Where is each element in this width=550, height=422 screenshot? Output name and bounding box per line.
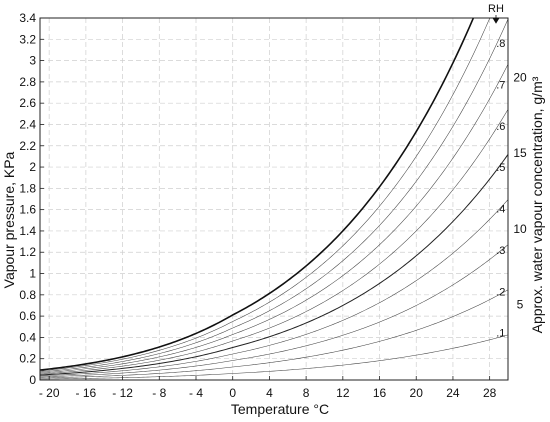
grid xyxy=(40,17,508,381)
y-tick-label: 0 xyxy=(29,373,36,387)
rh-curve-label: .1 xyxy=(496,328,505,340)
y2-tick-label: 15 xyxy=(513,146,527,160)
rh-curve-label: .5 xyxy=(496,162,505,174)
y-tick-label: 1.2 xyxy=(19,245,36,259)
y-tick-label: 2.2 xyxy=(19,139,36,153)
plot-frame xyxy=(39,17,509,381)
x-tick-label: 28 xyxy=(483,386,497,400)
rh-curve-label: .6 xyxy=(496,121,505,133)
y-tick-label: 3 xyxy=(29,54,36,68)
rh-curve-10 xyxy=(40,334,508,380)
rh-arrow-icon xyxy=(492,15,500,24)
y2-tick-label: 20 xyxy=(513,71,527,85)
x-tick-label: 12 xyxy=(336,386,350,400)
x-tick-label: - 12 xyxy=(112,386,133,400)
y-tick-label: 0.8 xyxy=(19,288,36,302)
y-tick-label: 3.4 xyxy=(19,11,36,25)
rh-curves xyxy=(40,18,508,380)
rh-curve-60 xyxy=(40,109,508,375)
y-tick-label: 2.4 xyxy=(19,117,36,131)
y-axis-tick-labels: 0 0.2 0.4 0.6 0.8 1 1.2 1.4 1.6 1.8 2 2.2 2.4 2.6 2.8 3… xyxy=(19,11,36,387)
x-tick-label: 4 xyxy=(266,386,273,400)
y2-axis-title: Approx. water vapour concentration, g/m³ xyxy=(529,76,545,333)
rh-curve-100 xyxy=(40,18,475,371)
y-tick-label: 1.4 xyxy=(19,224,36,238)
y-tick-label: 0.2 xyxy=(19,352,36,366)
rh-curve-40 xyxy=(40,199,508,377)
x-tick-label: 0 xyxy=(229,386,236,400)
y-tick-label: 2.8 xyxy=(19,75,36,89)
x-tick-label: - 4 xyxy=(189,386,203,400)
x-tick-label: 8 xyxy=(303,386,310,400)
x-tick-label: 24 xyxy=(446,386,460,400)
y-tick-label: 0.4 xyxy=(19,330,36,344)
x-tick-label: - 16 xyxy=(76,386,97,400)
rh-curve-label: .8 xyxy=(496,38,505,50)
rh-curve-label: .2 xyxy=(496,286,505,298)
rh-curve-70 xyxy=(40,64,508,374)
y-axis-title: Vapour pressure, KPa xyxy=(1,151,17,288)
rh-curve-50 xyxy=(40,154,508,376)
x-tick-label: 20 xyxy=(410,386,424,400)
rh-curve-30 xyxy=(40,244,508,378)
rh-curve-label: .7 xyxy=(496,79,505,91)
y2-tick-label: 5 xyxy=(517,297,524,311)
y-tick-label: 0.6 xyxy=(19,309,36,323)
y-tick-label: 1 xyxy=(29,267,36,281)
rh-curve-80 xyxy=(40,19,508,373)
x-tick-label: 16 xyxy=(373,386,387,400)
y2-axis-tick-labels: 5 10 15 20 xyxy=(513,71,527,312)
rh-curve-label: .4 xyxy=(496,204,505,216)
rh-curve-label: .3 xyxy=(496,245,505,257)
x-axis-tick-labels: - 20 - 16 - 12 - 8 - 4 0 4 8 12 16 20 24 28 xyxy=(39,386,497,400)
rh-marker-label: RH xyxy=(488,3,504,15)
rh-curve-labels: .8 .7 .6 .5 .4 .3 .2 .1 xyxy=(496,38,505,340)
rh-curve-20 xyxy=(40,289,508,379)
y-tick-label: 1.6 xyxy=(19,203,36,217)
y2-tick-label: 10 xyxy=(513,222,527,236)
y-tick-label: 3.2 xyxy=(19,32,36,46)
y-tick-label: 2 xyxy=(29,160,36,174)
y-tick-label: 2.6 xyxy=(19,96,36,110)
x-tick-label: - 20 xyxy=(39,386,60,400)
tick-marks xyxy=(40,17,491,381)
y-tick-label: 1.8 xyxy=(19,181,36,195)
x-tick-label: - 8 xyxy=(152,386,166,400)
rh-curve-90 xyxy=(40,18,491,372)
x-axis-title: Temperature °C xyxy=(231,401,329,417)
